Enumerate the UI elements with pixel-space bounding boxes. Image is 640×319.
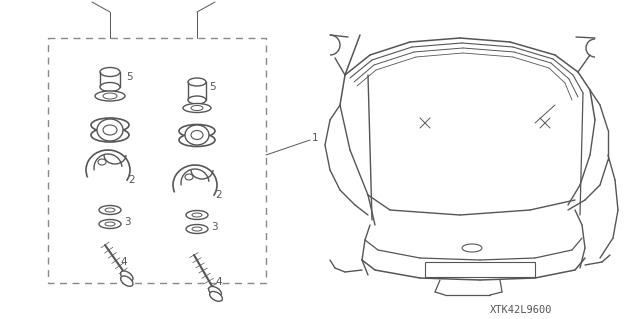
Ellipse shape <box>91 118 129 132</box>
Ellipse shape <box>186 225 208 234</box>
Ellipse shape <box>188 78 206 86</box>
Ellipse shape <box>192 213 202 217</box>
Text: 5: 5 <box>126 72 132 82</box>
Text: 5: 5 <box>209 82 216 92</box>
Ellipse shape <box>100 83 120 92</box>
Text: 1: 1 <box>312 133 319 143</box>
Ellipse shape <box>99 205 121 214</box>
Ellipse shape <box>185 125 209 145</box>
Bar <box>425 262 535 277</box>
Ellipse shape <box>103 125 117 135</box>
Bar <box>48 38 266 283</box>
Text: 4: 4 <box>215 277 221 287</box>
Ellipse shape <box>179 133 215 146</box>
Text: 3: 3 <box>124 217 131 227</box>
Ellipse shape <box>100 68 120 77</box>
Ellipse shape <box>91 128 129 142</box>
Ellipse shape <box>99 219 121 228</box>
Ellipse shape <box>105 208 115 212</box>
Ellipse shape <box>462 244 482 252</box>
Ellipse shape <box>95 91 125 101</box>
Ellipse shape <box>191 106 203 110</box>
Ellipse shape <box>210 292 222 301</box>
Ellipse shape <box>98 159 106 165</box>
Ellipse shape <box>192 227 202 231</box>
Ellipse shape <box>191 130 203 139</box>
Text: 3: 3 <box>211 222 218 232</box>
Text: XTK42L9600: XTK42L9600 <box>490 305 552 315</box>
Ellipse shape <box>97 119 123 141</box>
Ellipse shape <box>183 103 211 113</box>
Ellipse shape <box>186 211 208 219</box>
Ellipse shape <box>179 124 215 137</box>
Ellipse shape <box>185 174 193 180</box>
Text: 4: 4 <box>120 257 127 267</box>
Ellipse shape <box>188 96 206 104</box>
Text: 2: 2 <box>128 175 134 185</box>
Ellipse shape <box>120 276 133 286</box>
Ellipse shape <box>209 286 221 296</box>
Ellipse shape <box>105 222 115 226</box>
Text: 2: 2 <box>215 190 221 200</box>
Ellipse shape <box>103 93 117 99</box>
Ellipse shape <box>120 271 133 281</box>
